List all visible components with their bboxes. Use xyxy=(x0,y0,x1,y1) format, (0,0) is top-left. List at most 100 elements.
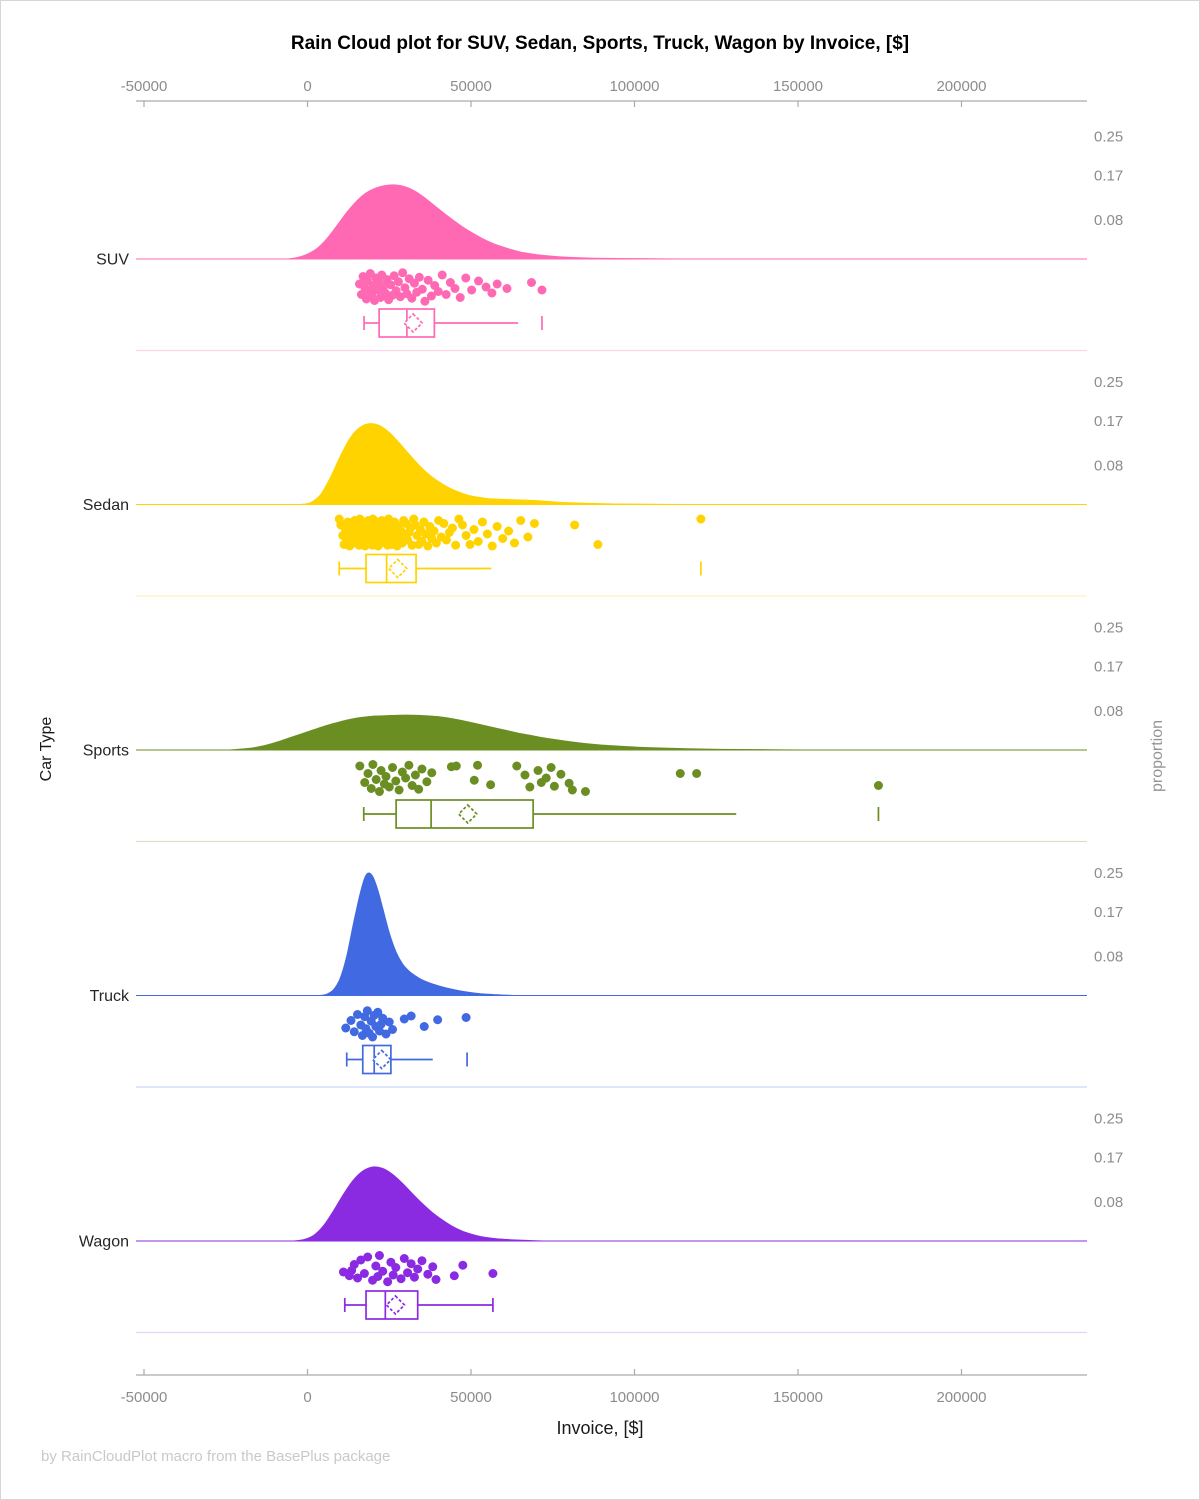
rain-point xyxy=(371,1261,381,1271)
rain-point xyxy=(381,1029,391,1039)
rain-point xyxy=(433,1015,443,1025)
rain-point xyxy=(353,1010,363,1019)
rain-point xyxy=(407,540,417,550)
row-truck: Truck 0.25 0.17 0.08 xyxy=(90,865,1123,1088)
rain-point xyxy=(593,540,603,549)
rain-point xyxy=(399,1014,409,1024)
rain-point xyxy=(473,760,483,770)
proportion-tick-label: 0.08 xyxy=(1094,703,1123,720)
axis-tick-label: 100000 xyxy=(609,1389,659,1406)
rain-point xyxy=(469,775,479,785)
proportion-tick-label: 0.25 xyxy=(1094,865,1123,882)
rain-point xyxy=(407,293,417,303)
rain-point xyxy=(527,278,536,287)
rain-point xyxy=(419,1022,429,1031)
rain-point xyxy=(675,769,685,778)
rain-point xyxy=(388,763,398,772)
rain-point xyxy=(383,1277,393,1287)
proportion-axis-title: proportion xyxy=(1149,719,1166,793)
rain-point xyxy=(404,760,414,770)
rain-point xyxy=(417,764,427,774)
rain-point xyxy=(520,770,530,780)
proportion-tick-label: 0.25 xyxy=(1094,129,1123,146)
rain-point xyxy=(391,776,401,786)
rain-point xyxy=(414,784,424,794)
mean-diamond xyxy=(387,558,408,579)
rain-point xyxy=(467,285,477,295)
boxplot-truck xyxy=(345,1044,468,1075)
rain-point xyxy=(355,761,365,771)
category-label-truck: Truck xyxy=(90,988,130,1005)
proportion-tick-label: 0.17 xyxy=(1094,413,1123,430)
density-curve-suv xyxy=(287,184,684,260)
rain-point xyxy=(477,517,487,527)
rain-point xyxy=(431,538,441,548)
density-curve-sports xyxy=(228,714,805,751)
proportion-tick-label: 0.08 xyxy=(1094,212,1123,229)
rain-point xyxy=(474,276,484,286)
rain-point xyxy=(407,781,417,790)
axis-tick-label: 150000 xyxy=(773,1389,823,1406)
proportion-tick-label: 0.08 xyxy=(1094,1194,1123,1211)
density-curve-truck xyxy=(320,872,514,996)
rain-point xyxy=(549,781,559,791)
rain-point xyxy=(381,772,391,781)
category-label-sports: Sports xyxy=(83,743,129,760)
mean-diamond xyxy=(457,803,478,825)
axis-tick-label: 200000 xyxy=(936,1389,986,1406)
rain-point xyxy=(366,784,376,793)
rain-point xyxy=(384,782,394,792)
rain-point xyxy=(423,1269,433,1279)
rain-point xyxy=(363,769,373,778)
rain-point xyxy=(359,1269,369,1278)
rain-point xyxy=(431,1275,441,1284)
rain-point xyxy=(410,770,420,780)
rain-point xyxy=(486,780,496,790)
rain-point xyxy=(420,296,430,306)
rain-point xyxy=(422,777,432,787)
rain-point xyxy=(567,785,577,795)
rain-point xyxy=(413,1264,423,1274)
rain-point xyxy=(492,522,502,531)
rain-point xyxy=(481,282,491,292)
rain-point xyxy=(441,535,451,545)
rain-point xyxy=(509,538,519,548)
rain-point xyxy=(401,773,411,783)
rain-point xyxy=(393,277,403,287)
rain-points-wagon xyxy=(338,1251,498,1287)
axis-tick-label: -50000 xyxy=(121,1389,168,1406)
category-label-suv: SUV xyxy=(96,252,129,269)
rain-point xyxy=(537,285,547,295)
rain-points-sports xyxy=(355,760,883,796)
axis-tick-label: 150000 xyxy=(773,78,823,95)
rain-point xyxy=(388,1025,398,1034)
rain-point xyxy=(398,268,408,278)
attribution-note: by RainCloudPlot macro from the BasePlus… xyxy=(41,1448,391,1465)
rain-point xyxy=(546,763,556,772)
mean-diamond xyxy=(385,1294,406,1316)
density-curve-wagon xyxy=(294,1166,543,1242)
rain-point xyxy=(417,284,427,294)
rain-point xyxy=(455,293,465,302)
rain-point xyxy=(386,280,396,290)
rain-point xyxy=(363,1252,373,1262)
proportion-tick-label: 0.25 xyxy=(1094,374,1123,391)
boxplot-sedan xyxy=(338,553,702,584)
rain-point xyxy=(346,1016,356,1025)
proportion-tick-label: 0.17 xyxy=(1094,659,1123,676)
rain-point xyxy=(396,1274,406,1284)
rain-point xyxy=(353,1273,363,1283)
axis-tick-label: 50000 xyxy=(450,78,492,95)
rain-point xyxy=(482,529,492,539)
rain-point xyxy=(374,787,384,796)
row-wagon: Wagon 0.25 0.17 0.08 xyxy=(79,1111,1123,1334)
rain-point xyxy=(423,541,433,551)
rain-point xyxy=(502,284,512,293)
rain-point xyxy=(541,773,551,783)
x-axis-top: -50000 0 50000 100000 150000 200000 xyxy=(121,78,1087,107)
rain-point xyxy=(488,1269,498,1278)
rain-point xyxy=(873,781,883,790)
rain-point xyxy=(371,775,381,784)
rain-point xyxy=(414,272,424,282)
